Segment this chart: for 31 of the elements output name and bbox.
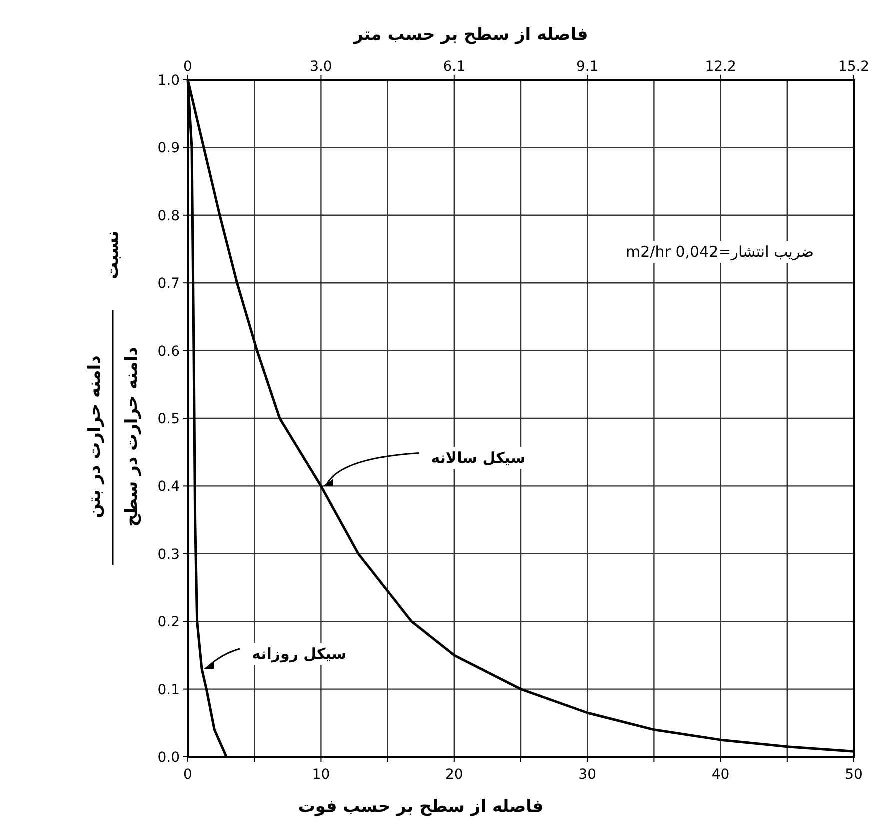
- x2-tick-label: 15.2: [838, 59, 870, 75]
- x-tick-label: 30: [578, 767, 597, 783]
- text: دامنه حرارت در سطح: [122, 346, 142, 527]
- y-tick-label: 0.5: [158, 412, 180, 428]
- y-tick-label: 0.7: [158, 276, 180, 292]
- y-tick-label: 0.2: [158, 614, 180, 631]
- x2-tick-label: 3.0: [310, 59, 332, 75]
- x-axis-title: فاصله از سطح بر حسب فوت: [298, 797, 544, 817]
- x2-tick-label: 9.1: [576, 59, 599, 75]
- y-tick-label: 0.0: [158, 750, 180, 766]
- annotation: سیکل سالانه: [431, 449, 526, 468]
- x2-tick-label: 0: [184, 59, 192, 75]
- x2-tick-label: 12.2: [705, 59, 736, 75]
- x2-tick-label: 6.1: [443, 59, 466, 75]
- y-tick-label: 0.4: [158, 479, 180, 496]
- text: دامنه حرارت در بتن: [85, 355, 105, 518]
- y-tick-label: 0.8: [158, 208, 180, 224]
- y-tick-label: 0.6: [158, 344, 180, 360]
- y-tick-label: 0.9: [158, 140, 180, 157]
- x-tick-label: 0: [184, 767, 192, 783]
- x-tick-label: 20: [445, 767, 464, 783]
- x-tick-label: 40: [712, 767, 730, 783]
- x-tick-label: 50: [845, 767, 863, 783]
- x2-axis-title: فاصله از سطح بر حسب متر: [352, 25, 588, 45]
- annotation: ضریب انتشار=0,042 m2/hr: [626, 243, 814, 261]
- y-axis-title: نسبت: [103, 230, 123, 280]
- y-tick-label: 0.1: [158, 682, 180, 698]
- y-tick-label: 0.3: [158, 546, 180, 563]
- y-tick-label: 1.0: [158, 73, 180, 89]
- annotation: سیکل روزانه: [252, 644, 347, 663]
- x-tick-label: 10: [312, 767, 330, 783]
